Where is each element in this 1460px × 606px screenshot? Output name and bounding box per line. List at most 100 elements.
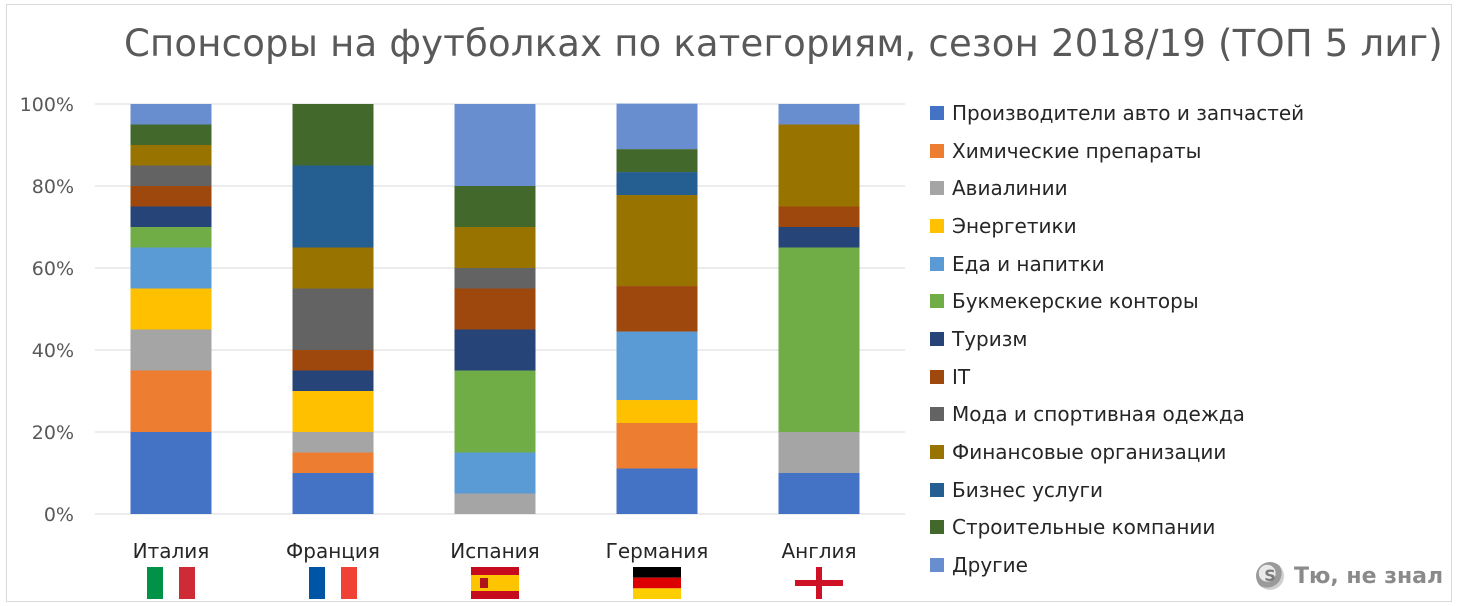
bar-segment: [292, 165, 374, 248]
legend-item: Финансовые организации: [930, 433, 1350, 471]
legend-swatch: [930, 143, 944, 158]
bar-segment: [616, 172, 698, 196]
legend-swatch: [930, 369, 944, 384]
legend-item: Мода и спортивная одежда: [930, 396, 1350, 434]
legend-label: Химические препараты: [952, 138, 1202, 163]
x-category-label: Германия: [606, 539, 709, 563]
bar-segment: [292, 432, 374, 453]
y-tick-label: 40%: [32, 340, 74, 362]
legend-label: Финансовые организации: [952, 440, 1227, 465]
legend-label: Бизнес услуги: [952, 477, 1104, 502]
legend-swatch: [930, 445, 944, 460]
legend-swatch: [930, 407, 944, 422]
legend-swatch: [930, 181, 944, 196]
legend-item: Производители авто и запчастей: [930, 94, 1350, 132]
y-tick-label: 80%: [32, 176, 74, 198]
bar-segment: [454, 186, 536, 227]
y-tick-label: 0%: [44, 504, 74, 526]
bar-segment: [130, 186, 212, 207]
x-category-label: Испания: [450, 539, 539, 563]
bar-segment: [130, 432, 212, 514]
legend-swatch: [930, 482, 944, 497]
x-category-label: Англия: [781, 539, 856, 563]
y-tick-label: 100%: [20, 94, 74, 116]
bar-segment: [616, 195, 698, 287]
legend-item: Еда и напитки: [930, 245, 1350, 283]
legend-swatch: [930, 294, 944, 309]
bar-segment: [616, 103, 698, 150]
legend-item: Туризм: [930, 320, 1350, 358]
y-tick-label: 20%: [32, 422, 74, 444]
watermark: S Тю, не знал: [1256, 562, 1443, 590]
chart-legend: Производители авто и запчастей Химические…: [930, 94, 1350, 584]
legend-swatch: [930, 331, 944, 346]
bar-segment: [130, 247, 212, 289]
legend-label: Мода и спортивная одежда: [952, 402, 1245, 427]
legend-swatch: [930, 256, 944, 271]
bar-segment: [130, 288, 212, 330]
bar-segment: [130, 227, 212, 248]
bar-segment: [130, 329, 212, 371]
england-flag: [795, 567, 843, 599]
watermark-logo-icon: S: [1256, 562, 1284, 590]
bar-segment: [616, 400, 698, 423]
bar-segment: [616, 286, 698, 332]
bar-segment: [292, 247, 374, 289]
legend-item: Энергетики: [930, 207, 1350, 245]
bar-segment: [130, 145, 212, 166]
bar-segment: [778, 473, 860, 514]
bar-segment: [130, 124, 212, 145]
bar-segment: [616, 149, 698, 173]
bar-segment: [454, 268, 536, 289]
legend-item: Букмекерские конторы: [930, 282, 1350, 320]
legend-item: IT: [930, 358, 1350, 396]
bar-segment: [454, 227, 536, 268]
bar-segment: [778, 104, 860, 125]
legend-label: Еда и напитки: [952, 251, 1105, 276]
bar-segment: [292, 350, 374, 371]
legend-label: Другие: [952, 553, 1028, 578]
bar-segment: [292, 473, 374, 514]
bar-segment: [292, 370, 374, 391]
legend-swatch: [930, 218, 944, 233]
bar-segment: [130, 104, 212, 125]
bar-segment: [616, 422, 698, 469]
legend-item: Строительные компании: [930, 509, 1350, 547]
legend-label: Производители авто и запчастей: [952, 100, 1305, 125]
bar-segment: [778, 247, 860, 432]
bar-segment: [454, 493, 536, 514]
bar-segment: [778, 432, 860, 473]
bar-segment: [778, 124, 860, 207]
x-category-label: Франция: [286, 539, 380, 563]
bar-segment: [454, 329, 536, 371]
legend-label: Строительные компании: [952, 515, 1216, 540]
legend-item: Авиалинии: [930, 169, 1350, 207]
legend-item: Химические препараты: [930, 132, 1350, 170]
legend-swatch: [930, 105, 944, 120]
spain-flag: [471, 567, 519, 599]
legend-label: Энергетики: [952, 213, 1077, 238]
bar-segment: [292, 288, 374, 350]
bar-segment: [130, 206, 212, 227]
bar-segment: [454, 370, 536, 453]
bar-segment: [778, 227, 860, 248]
watermark-text: Тю, не знал: [1294, 563, 1444, 589]
bar-segment: [616, 468, 698, 514]
legend-swatch: [930, 520, 944, 535]
bar-segment: [292, 104, 374, 166]
bar-segment: [778, 206, 860, 227]
y-tick-label: 60%: [32, 258, 74, 280]
bar-segment: [130, 165, 212, 186]
bar-segment: [454, 104, 536, 186]
x-category-label: Италия: [133, 539, 210, 563]
legend-item: Бизнес услуги: [930, 471, 1350, 509]
italy-flag: [147, 567, 195, 599]
bar-segment: [454, 452, 536, 494]
chart-title: Спонсоры на футболках по категориям, сез…: [124, 22, 1443, 65]
legend-label: IT: [952, 364, 971, 389]
legend-label: Букмекерские конторы: [952, 289, 1199, 314]
bar-segment: [130, 370, 212, 432]
bar-segment: [454, 288, 536, 330]
france-flag: [309, 567, 357, 599]
